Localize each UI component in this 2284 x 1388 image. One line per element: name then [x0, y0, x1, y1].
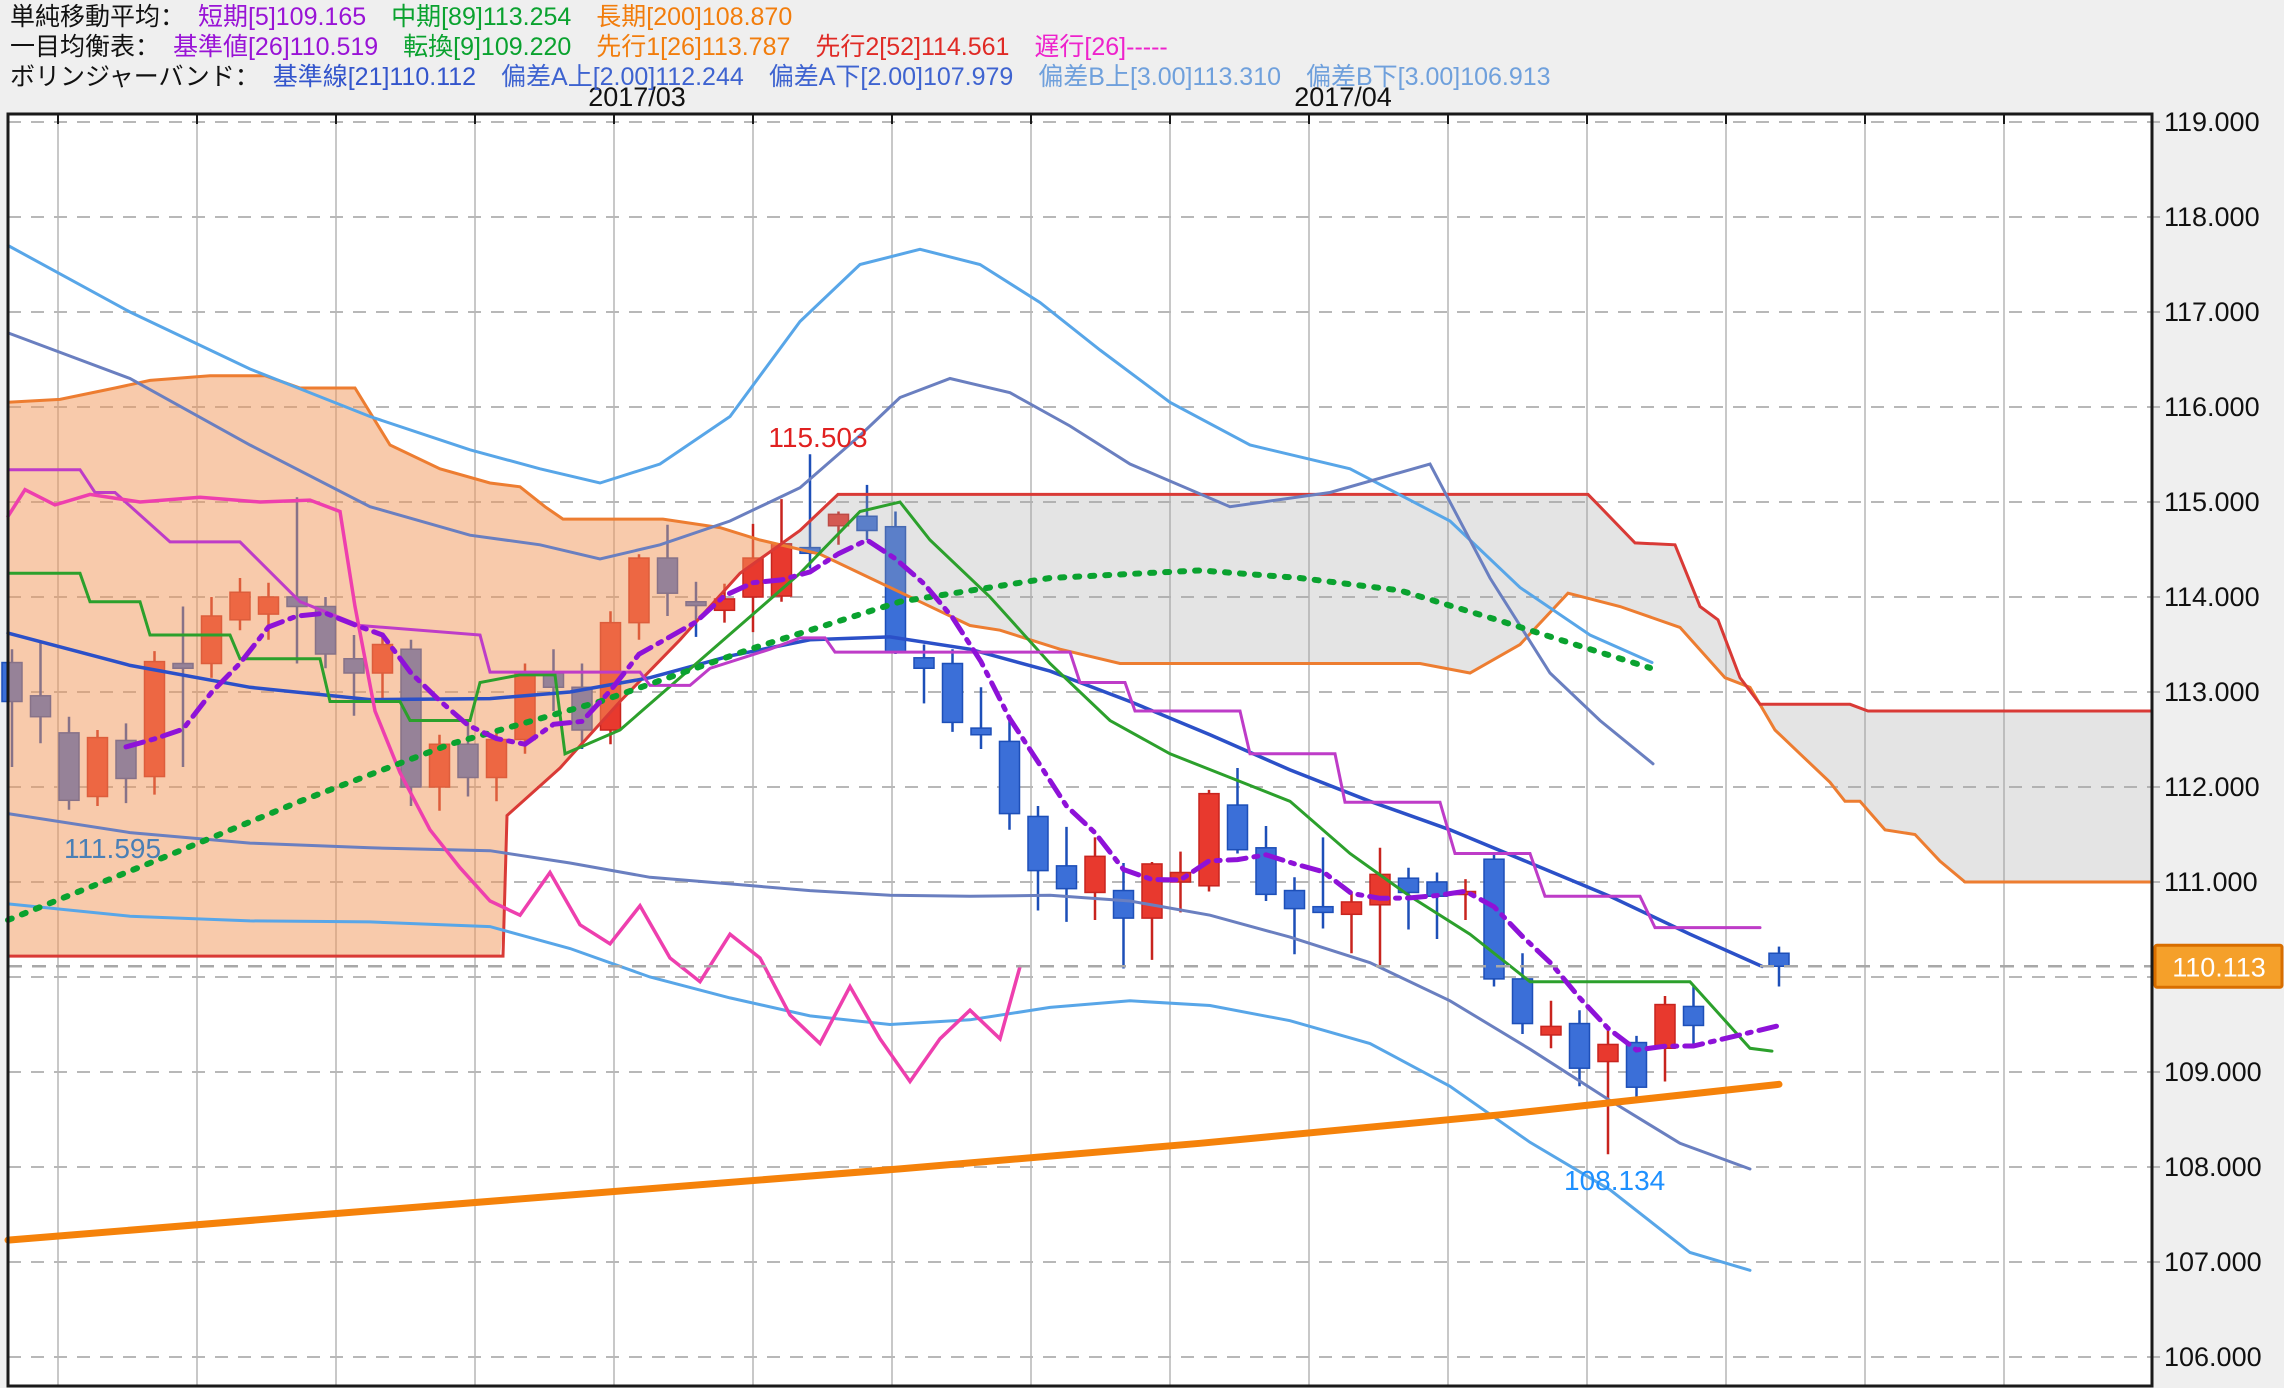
indicator-legend: 単純移動平均： 短期[5]109.165 中期[89]113.254 長期[20…: [10, 2, 1569, 92]
current-price-badge-box: [2153, 943, 2284, 989]
sma-short-5: [123, 537, 1782, 1053]
sma-row-label: 単純移動平均：: [10, 3, 186, 31]
candle-body: [1283, 889, 1306, 910]
senkou1-value: 先行1[26]113.787: [596, 33, 791, 61]
y-axis-label: 109.000: [2164, 1057, 2262, 1087]
candle-body: [1141, 863, 1163, 919]
ichimoku-chikou: [6, 487, 1022, 1085]
price-annotation: 111.595: [64, 833, 161, 864]
price-annotation: 115.503: [768, 422, 867, 453]
bollinger-mid: [6, 631, 1764, 969]
y-axis-label: 118.000: [2164, 202, 2260, 232]
candle-body: [998, 740, 1021, 815]
candle-body: [1084, 855, 1106, 894]
candle-body: [1169, 871, 1192, 883]
candle-body: [1625, 1041, 1648, 1088]
y-axis-labels: 119.000 118.000 117.000 116.000 115.000 114.0…: [2164, 107, 2262, 1372]
bb-upper3-value: 偏差B上[3.00]113.310: [1038, 63, 1282, 91]
y-axis-label: 107.000: [2164, 1247, 2262, 1277]
candle-body: [827, 513, 850, 527]
y-axis-label: 119.000: [2164, 107, 2260, 137]
legend-row-sma: 単純移動平均： 短期[5]109.165 中期[89]113.254 長期[20…: [10, 2, 1569, 32]
bollinger-row-label: ボリンジャーバンド：: [10, 63, 260, 91]
bollinger-upper-2sigma: [6, 331, 1655, 766]
candle-body: [856, 515, 878, 532]
ichimoku-senkou-b: [8, 492, 2152, 958]
sma-long-value: 長期[200]108.870: [596, 3, 793, 31]
x-axis-labels: 2017/03 2017/04: [588, 82, 1392, 112]
kijun-value: 基準値[26]110.519: [172, 33, 379, 61]
ichimoku-kijun: [6, 468, 1762, 930]
candle-body: [1340, 901, 1363, 916]
senkou2-value: 先行2[52]114.561: [815, 33, 1010, 61]
price-annotation: 108.134: [1564, 1165, 1665, 1196]
current-price-badge-text: 110.113: [2172, 952, 2266, 982]
candle-body: [1312, 905, 1334, 914]
bb-lower3-value: 偏差B下[3.00]106.913: [1305, 63, 1551, 91]
y-axis-label: 112.000: [2164, 772, 2260, 802]
legend-row-bollinger: ボリンジャーバンド： 基準線[21]110.112 偏差A上[2.00]112.…: [10, 62, 1569, 92]
candle-body: [970, 727, 992, 736]
legend-row-ichimoku: 一目均衡表： 基準値[26]110.519 転換[9]109.220 先行1[2…: [10, 32, 1569, 62]
bb-mid-value: 基準線[21]110.112: [272, 63, 477, 91]
y-axis-label: 116.000: [2164, 392, 2260, 422]
candle-body: [1540, 1025, 1562, 1036]
chikou-value: 遅行[26]-----: [1034, 33, 1168, 61]
tenkan-value: 転換[9]109.220: [403, 33, 572, 61]
candle-body: [1597, 1043, 1619, 1063]
bollinger-lower-2sigma: [6, 812, 1752, 1171]
candle-body: [941, 662, 964, 724]
price-annotations: 115.503 111.595 108.134: [64, 422, 1665, 1196]
y-axis-label: 108.000: [2164, 1152, 2262, 1182]
ichimoku-cloud: [8, 375, 2152, 957]
ichimoku-row-label: 一目均衡表：: [10, 33, 161, 61]
top-axis-ticks: [57, 114, 2005, 124]
candle-body: [1198, 792, 1220, 887]
sma-short-value: 短期[5]109.165: [197, 3, 367, 31]
candle-body: [1768, 952, 1790, 968]
bollinger-lower-3sigma: [6, 902, 1752, 1272]
y-axis-label: 114.000: [2164, 582, 2260, 612]
candle-body: [1055, 865, 1078, 890]
x-axis-label: 2017/04: [1294, 82, 1392, 112]
y-axis-label: 106.000: [2164, 1342, 2262, 1372]
candle-body: [1112, 889, 1135, 919]
sma-mid-value: 中期[89]113.254: [391, 3, 572, 31]
ichimoku-senkou-a: [7, 374, 2152, 884]
plot-border: [6, 112, 2154, 1388]
candle-body: [1511, 978, 1534, 1025]
current-price-badge: 110.113: [2153, 943, 2284, 989]
sma-mid-89: [5, 567, 1653, 923]
x-axis-label: 2017/03: [588, 82, 686, 112]
vertical-gridlines: [57, 114, 2005, 1386]
ichimoku-tenkan: [6, 500, 1774, 1053]
bb-upper2-value: 偏差A上[2.00]112.244: [501, 63, 744, 91]
candle-body: [1226, 804, 1249, 851]
y-axis-label: 113.000: [2164, 677, 2260, 707]
y-axis-label: 111.000: [2164, 867, 2258, 897]
y-axis-label: 117.000: [2164, 297, 2260, 327]
y-axis-label: 115.000: [2164, 487, 2260, 517]
candle-body: [913, 657, 935, 669]
bb-lower2-value: 偏差A下[2.00]107.979: [768, 63, 1014, 91]
candle-body: [1483, 858, 1505, 980]
candle-body: [1255, 847, 1277, 896]
candle-body: [1027, 815, 1049, 872]
candle-body: [1682, 1005, 1705, 1027]
sma-long-200: [4, 1080, 1783, 1244]
bollinger-upper-3sigma: [6, 244, 1654, 664]
candle-body: [1654, 1003, 1676, 1049]
candle-body: [1397, 877, 1420, 894]
candle-body: [1568, 1022, 1591, 1069]
